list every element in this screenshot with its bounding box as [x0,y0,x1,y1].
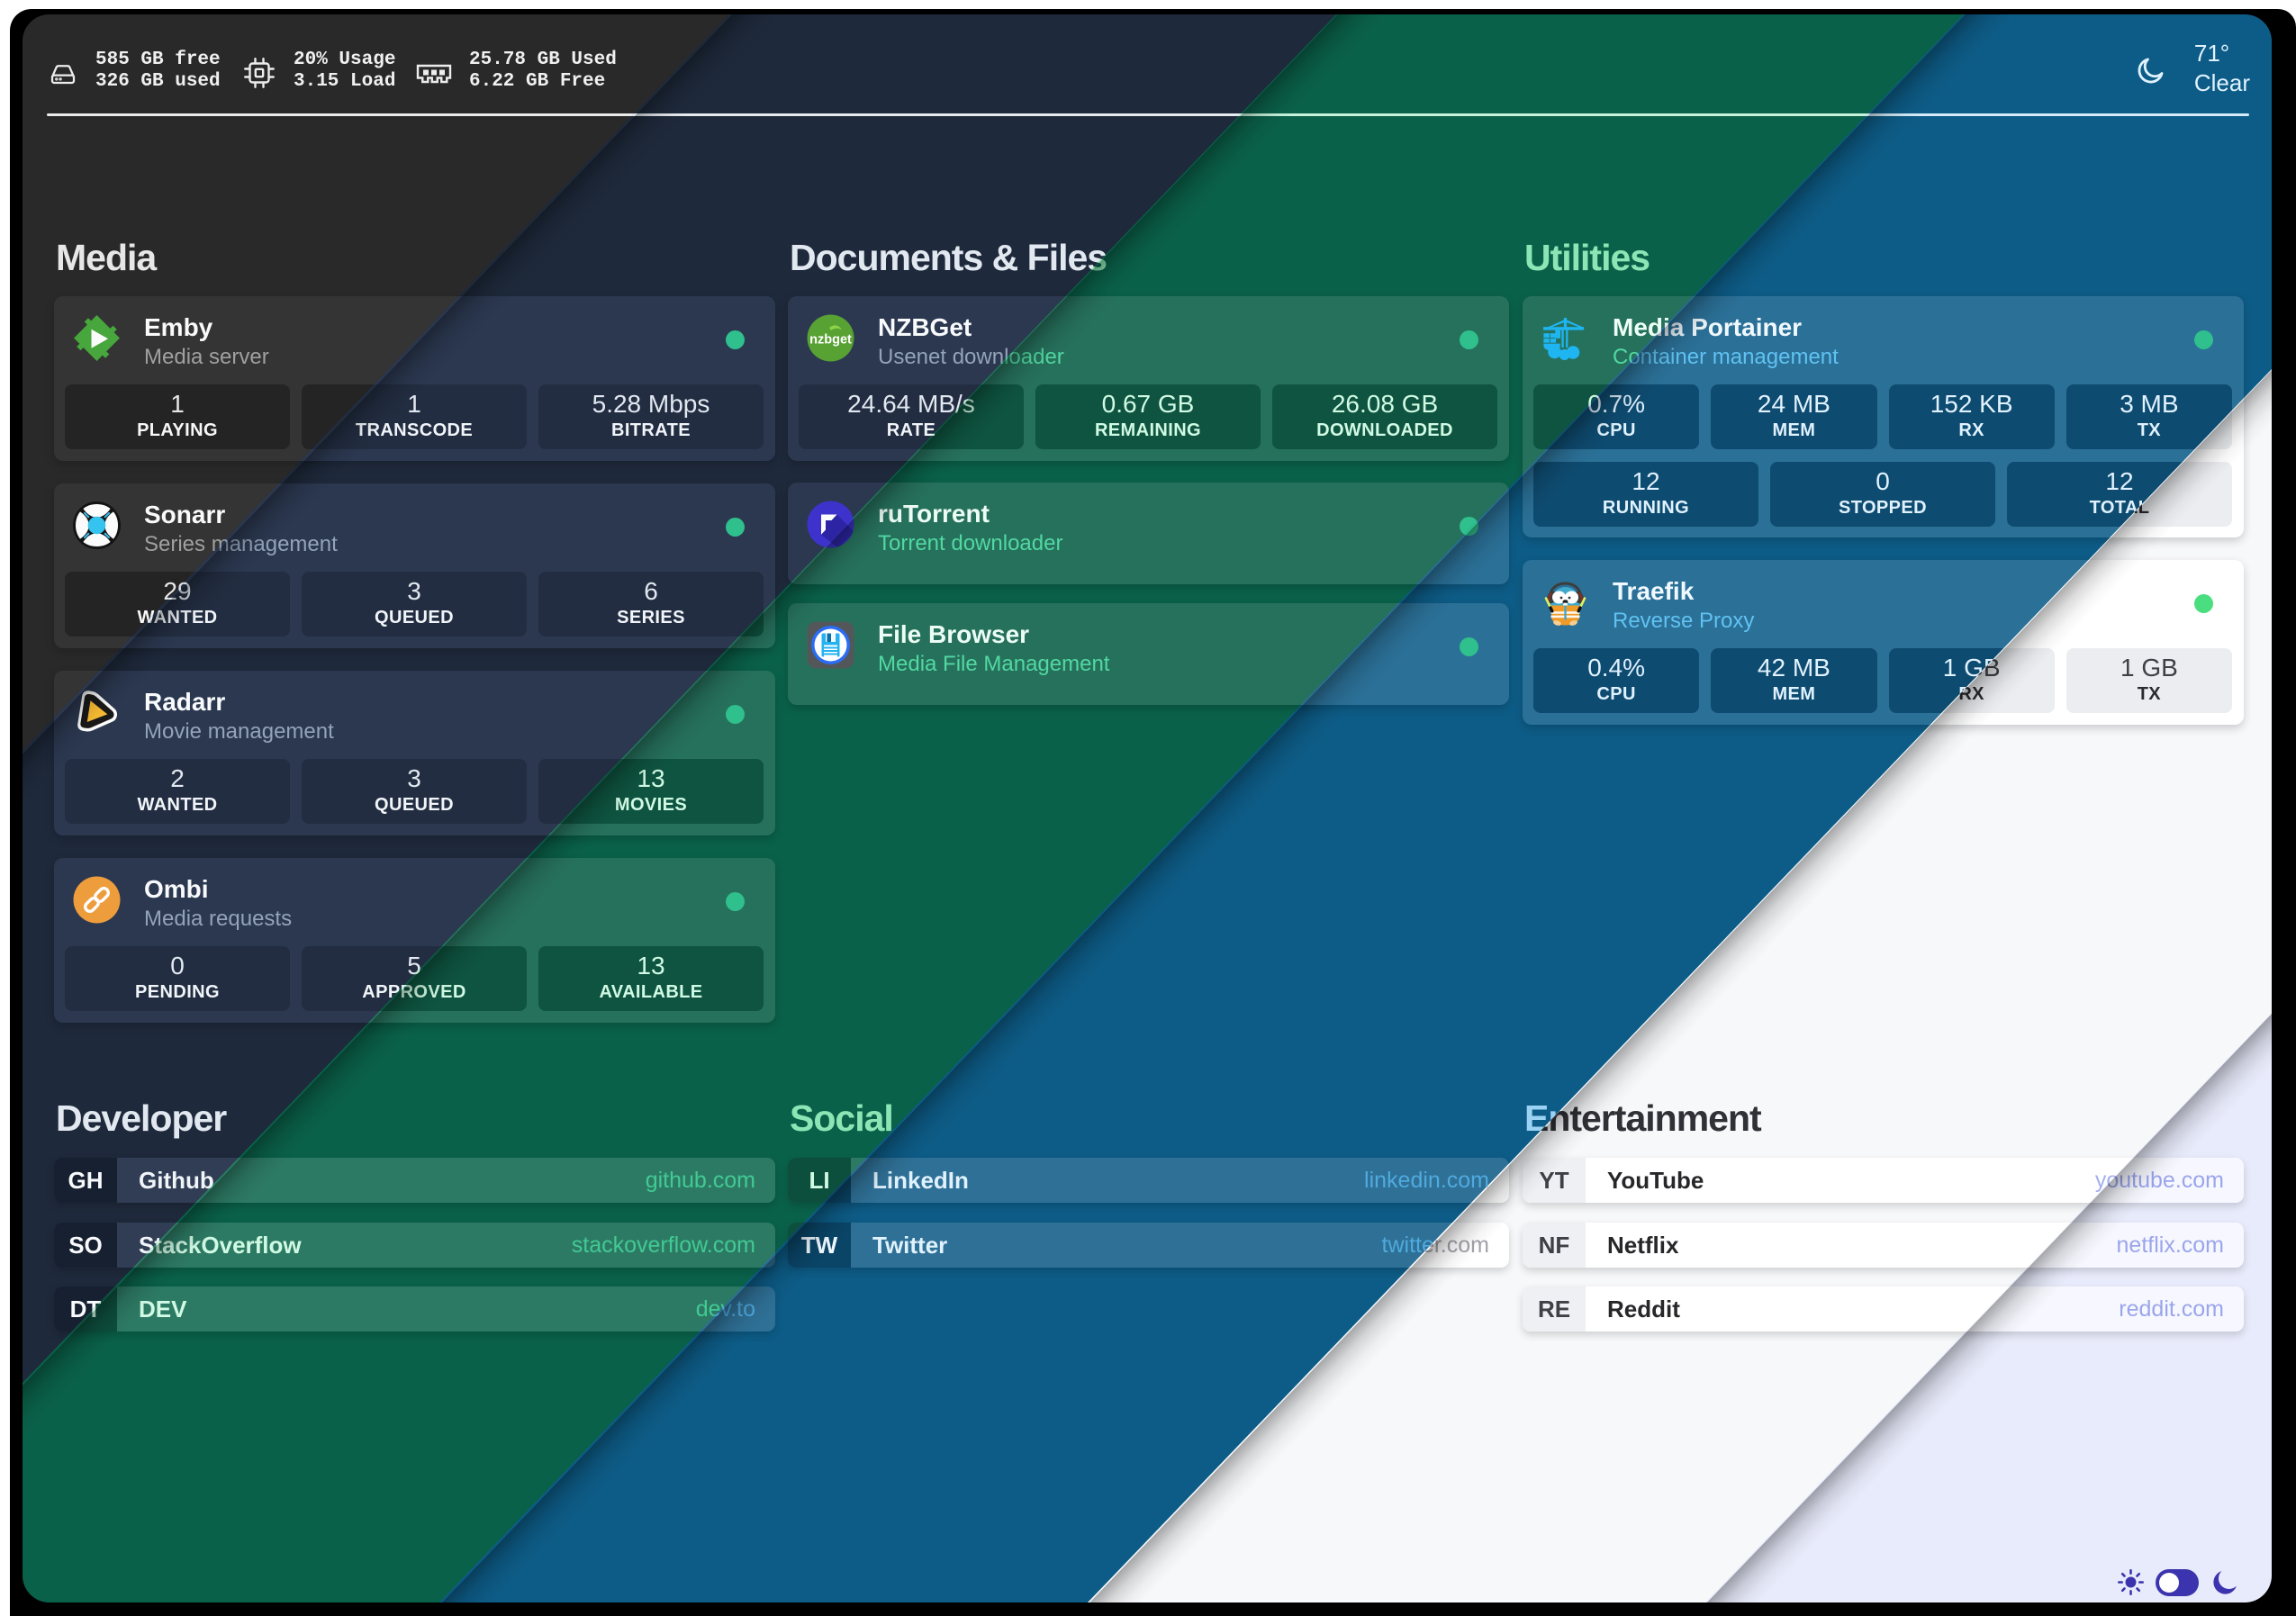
svg-text:nzbget: nzbget [809,333,852,348]
